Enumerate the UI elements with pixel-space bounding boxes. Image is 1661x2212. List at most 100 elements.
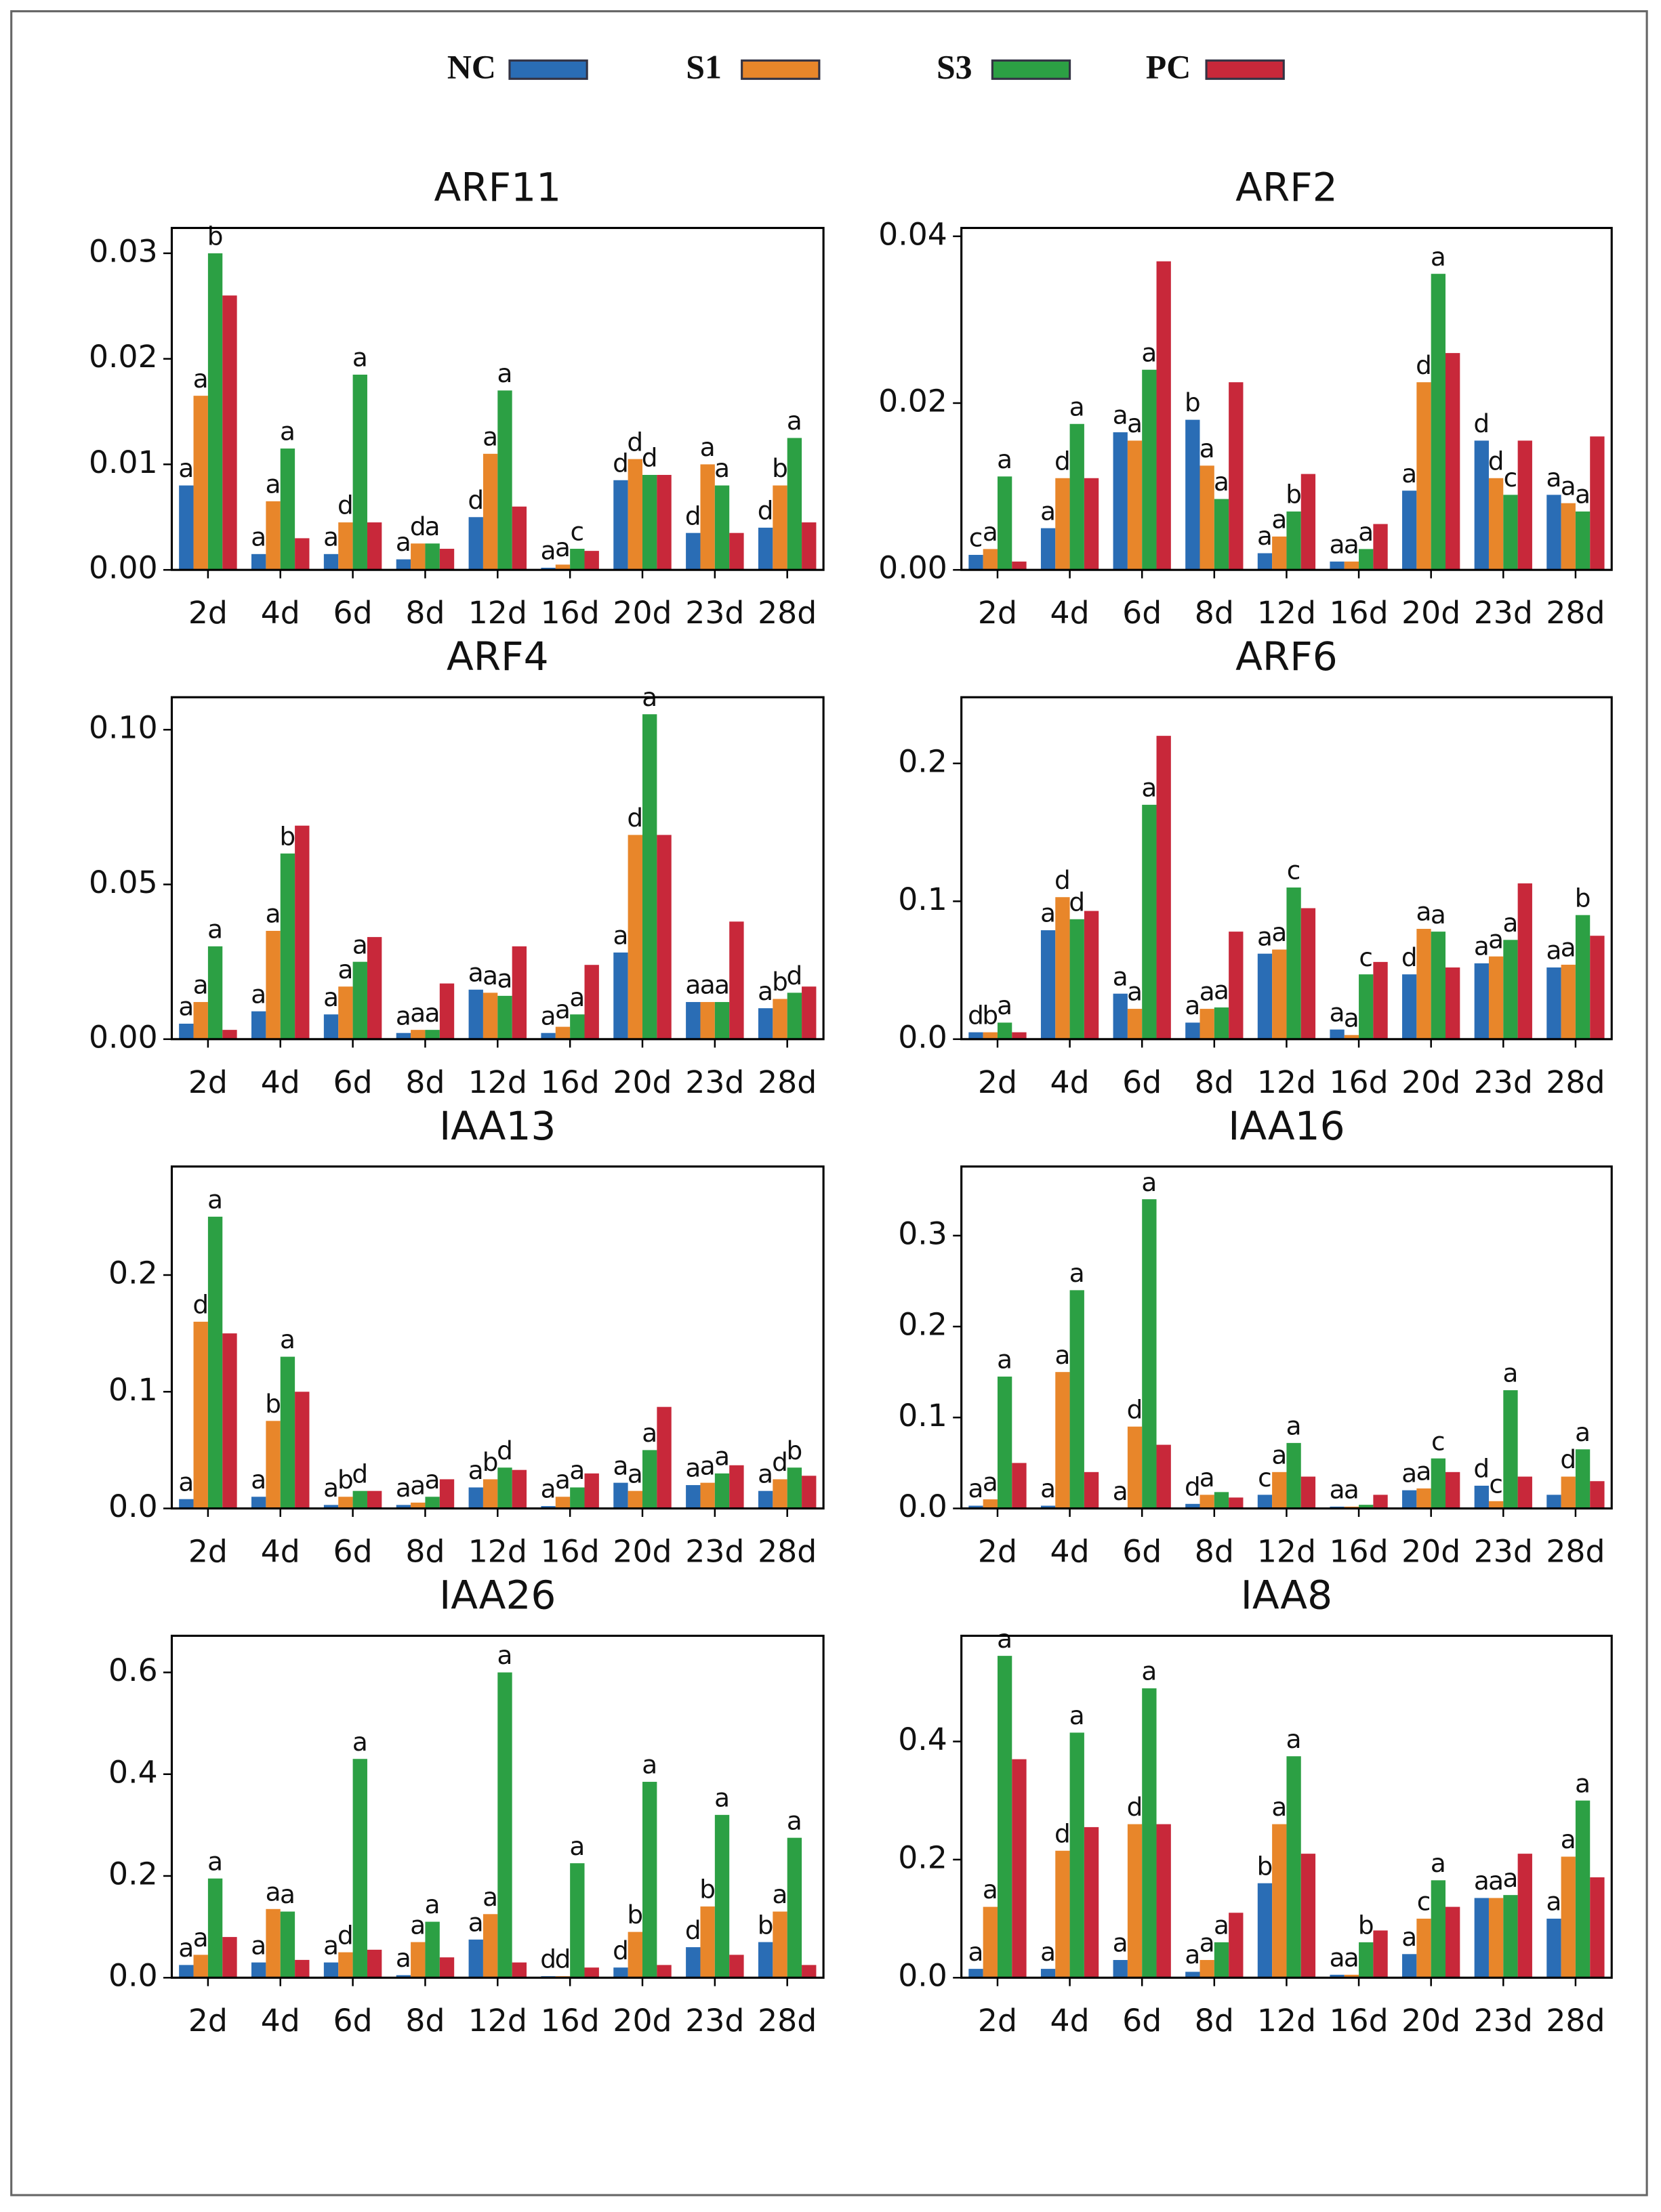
significance-letter: d bbox=[555, 1944, 571, 1974]
significance-letter: a bbox=[1127, 409, 1143, 438]
bar bbox=[968, 1032, 983, 1039]
bar bbox=[251, 554, 266, 570]
bar bbox=[1575, 915, 1591, 1039]
significance-letter: a bbox=[1575, 1768, 1591, 1798]
bar bbox=[773, 1479, 787, 1509]
bar bbox=[439, 1479, 455, 1509]
bar bbox=[686, 1002, 701, 1039]
significance-letter: a bbox=[1344, 1942, 1359, 1972]
bar bbox=[1300, 1854, 1316, 1978]
bar bbox=[280, 853, 295, 1039]
bar bbox=[1546, 967, 1561, 1039]
significance-letter: a bbox=[1401, 1458, 1417, 1488]
significance-letter: a bbox=[266, 1877, 281, 1906]
x-tick-label: 16d bbox=[1329, 1064, 1388, 1100]
significance-letter: a bbox=[1271, 505, 1287, 535]
x-tick-label: 12d bbox=[468, 1533, 527, 1569]
bar bbox=[179, 485, 194, 570]
significance-letter: b bbox=[207, 222, 224, 251]
bar bbox=[1330, 1974, 1345, 1978]
bar bbox=[700, 1906, 715, 1978]
bar bbox=[1156, 261, 1171, 570]
significance-letter: d bbox=[787, 961, 803, 990]
significance-letter: a bbox=[1040, 496, 1056, 526]
bar bbox=[1069, 1732, 1084, 1978]
bar bbox=[729, 1955, 744, 1978]
bar bbox=[1113, 993, 1128, 1039]
y-tick-label: 0.0 bbox=[108, 1958, 158, 1994]
bar bbox=[497, 1672, 512, 1978]
significance-letter: a bbox=[1113, 1928, 1128, 1958]
bar bbox=[411, 1030, 426, 1039]
bar bbox=[787, 1467, 802, 1509]
bar bbox=[686, 533, 701, 570]
bar bbox=[1127, 440, 1143, 570]
significance-letter: d bbox=[1488, 446, 1504, 476]
bar bbox=[997, 1656, 1012, 1978]
bar bbox=[1488, 1501, 1504, 1509]
bar bbox=[207, 253, 223, 570]
significance-letter: d bbox=[1185, 1472, 1201, 1501]
bar bbox=[266, 930, 281, 1039]
significance-letter: a bbox=[178, 453, 194, 483]
significance-letter: a bbox=[700, 1451, 716, 1480]
significance-letter: a bbox=[997, 1624, 1012, 1654]
significance-letter: a bbox=[1040, 1937, 1056, 1967]
significance-letter: a bbox=[997, 444, 1012, 474]
axes-frame bbox=[960, 226, 1613, 571]
significance-letter: a bbox=[468, 1455, 484, 1485]
significance-letter: a bbox=[483, 421, 498, 451]
significance-letter: a bbox=[266, 469, 281, 499]
bar bbox=[251, 1962, 266, 1978]
bar bbox=[1012, 1759, 1027, 1978]
significance-letter: a bbox=[1141, 1167, 1157, 1197]
bar bbox=[714, 1473, 730, 1509]
bar bbox=[1590, 436, 1605, 570]
bar bbox=[1503, 1390, 1518, 1509]
significance-letter: d bbox=[627, 427, 643, 457]
significance-letter: a bbox=[251, 979, 266, 1009]
y-tick-label: 0.1 bbox=[898, 881, 947, 917]
significance-letter: a bbox=[1431, 900, 1446, 930]
bar bbox=[1069, 423, 1084, 570]
significance-letter: a bbox=[1214, 467, 1229, 497]
chart-title: ARF2 bbox=[1235, 165, 1338, 211]
axes-frame bbox=[170, 1634, 825, 1979]
x-tick-label: 2d bbox=[188, 1533, 228, 1569]
significance-letter: a bbox=[1127, 977, 1143, 1007]
bar bbox=[657, 474, 672, 570]
x-tick-label: 4d bbox=[1050, 1064, 1090, 1100]
bar bbox=[1445, 1906, 1460, 1978]
bar bbox=[468, 1487, 483, 1509]
x-tick-label: 16d bbox=[541, 595, 600, 631]
bar bbox=[1040, 1505, 1056, 1509]
bar bbox=[700, 1002, 715, 1039]
bar bbox=[1517, 440, 1532, 570]
bar bbox=[983, 549, 998, 570]
bar bbox=[1474, 440, 1489, 570]
bar bbox=[997, 476, 1012, 570]
bar bbox=[584, 551, 599, 570]
significance-letter: a bbox=[425, 1465, 440, 1495]
bar bbox=[367, 522, 382, 570]
significance-letter: a bbox=[968, 1937, 984, 1967]
x-tick-label: 20d bbox=[1401, 595, 1460, 631]
significance-letter: a bbox=[1054, 1340, 1070, 1370]
bar bbox=[1359, 549, 1374, 570]
bar bbox=[657, 835, 672, 1039]
significance-letter: a bbox=[396, 1943, 411, 1973]
bar bbox=[1561, 964, 1576, 1039]
significance-letter: b bbox=[1185, 388, 1201, 417]
bar bbox=[1199, 465, 1214, 570]
significance-letter: a bbox=[207, 1185, 223, 1215]
x-tick-label: 2d bbox=[978, 595, 1017, 631]
bar bbox=[338, 1497, 353, 1509]
bar bbox=[714, 485, 730, 570]
chart-title: IAA26 bbox=[439, 1572, 556, 1619]
significance-letter: a bbox=[1271, 1440, 1287, 1469]
significance-letter: a bbox=[1113, 961, 1128, 991]
significance-letter: a bbox=[207, 1846, 223, 1876]
bar bbox=[1012, 1463, 1027, 1509]
y-tick-label: 0.4 bbox=[108, 1754, 158, 1790]
